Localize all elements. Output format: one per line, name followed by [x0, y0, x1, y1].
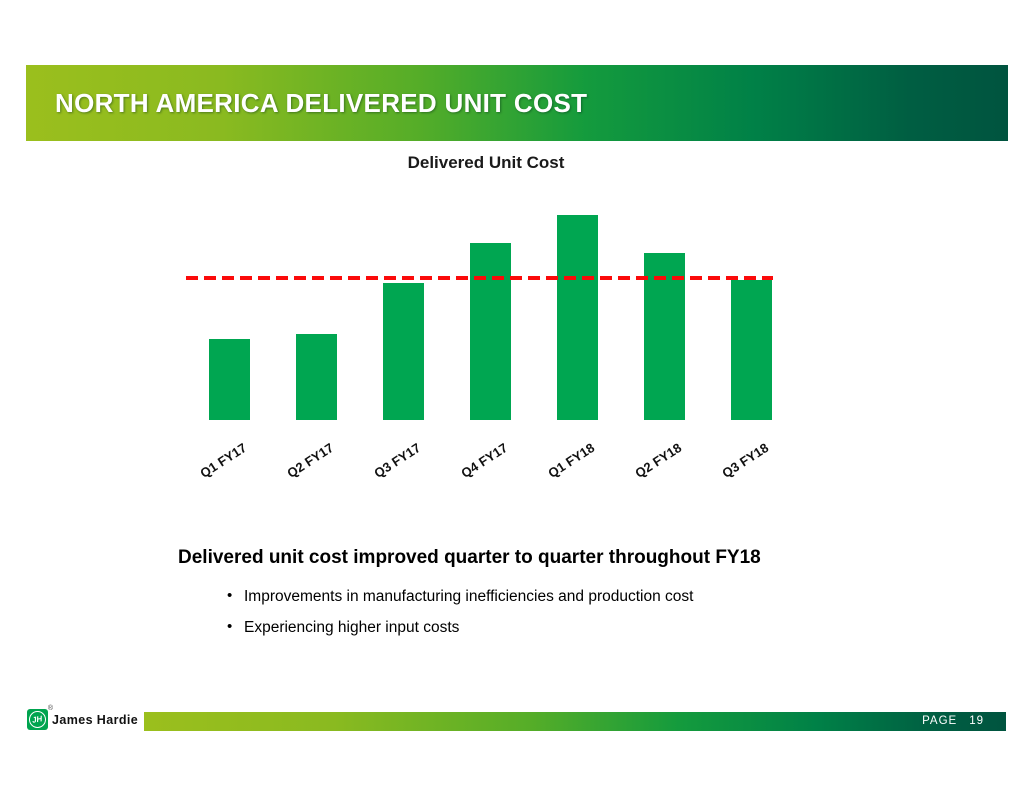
bullet-item: Experiencing higher input costs	[227, 617, 898, 637]
x-axis-label: Q1 FY18	[545, 440, 598, 481]
x-axis-label: Q3 FY17	[371, 440, 424, 481]
reference-dashed-line	[186, 276, 773, 280]
logo-monogram: JH	[31, 714, 44, 725]
x-axis-label: Q1 FY17	[197, 440, 250, 481]
bar-q2-fy18	[643, 253, 685, 420]
footer-gradient-bar: PAGE 19	[144, 712, 1006, 731]
bar-q2-fy17	[295, 334, 337, 420]
page-indicator: PAGE 19	[922, 712, 984, 731]
page-label: PAGE	[922, 715, 958, 727]
chart-x-axis-labels: Q1 FY17 Q2 FY17 Q3 FY17 Q4 FY17 Q1 FY18 Q2 FY…	[186, 432, 774, 492]
slide-title-banner: NORTH AMERICA DELIVERED UNIT COST	[26, 65, 1008, 141]
page-number: 19	[969, 715, 984, 727]
x-axis-label: Q4 FY17	[458, 440, 511, 481]
bullet-item: Improvements in manufacturing inefficien…	[227, 586, 898, 606]
registered-trademark-icon: ®	[47, 705, 53, 713]
slide-title: NORTH AMERICA DELIVERED UNIT COST	[55, 88, 588, 118]
bar-q1-fy18	[556, 215, 598, 420]
brand-name: James Hardie	[52, 713, 139, 727]
x-axis-label: Q2 FY17	[284, 440, 337, 481]
x-axis-label: Q2 FY18	[632, 440, 685, 481]
logo-circle: JH	[29, 711, 46, 728]
bar-q3-fy17	[382, 283, 424, 420]
bar-q1-fy17	[208, 339, 250, 420]
chart-title: Delivered Unit Cost	[407, 153, 565, 172]
commentary: Delivered unit cost improved quarter to …	[178, 547, 898, 649]
x-axis-label: Q3 FY18	[719, 440, 772, 481]
commentary-bullets: Improvements in manufacturing inefficien…	[227, 586, 898, 637]
bar-q3-fy18	[730, 280, 772, 420]
commentary-heading: Delivered unit cost improved quarter to …	[178, 547, 761, 568]
bar-q4-fy17	[469, 243, 511, 420]
chart-plot-area	[186, 210, 774, 420]
james-hardie-logo-icon: JH ®	[27, 705, 53, 730]
